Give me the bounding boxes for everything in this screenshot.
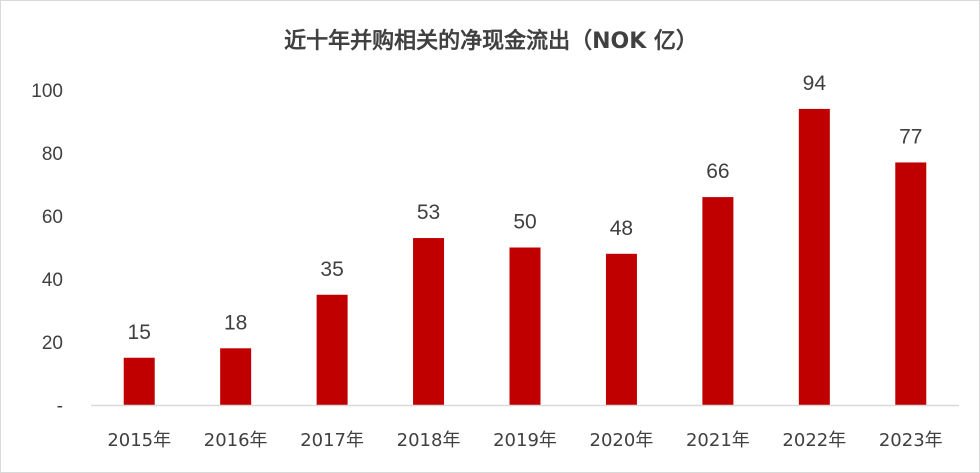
x-tick-label: 2023年 [879, 430, 943, 451]
data-label: 50 [513, 211, 536, 234]
x-tick-label: 2015年 [107, 430, 171, 451]
x-tick-label: 2018年 [397, 430, 461, 451]
data-label: 53 [417, 201, 440, 224]
y-tick-label: 60 [42, 207, 63, 228]
data-label: 35 [320, 258, 343, 281]
bar [702, 197, 734, 405]
y-tick-label: 80 [42, 144, 63, 165]
data-label: 77 [899, 125, 922, 148]
y-tick-label: 100 [31, 81, 63, 102]
bars-layer [123, 108, 927, 406]
x-tick-label: 2022年 [782, 430, 846, 451]
y-tick-label: 40 [42, 270, 63, 291]
x-tick-label: 2016年 [204, 430, 268, 451]
labels-layer: 15 18 35 53 50 48 66 94 77 [128, 72, 923, 344]
data-label: 94 [803, 72, 827, 95]
x-tick-label: 2020年 [590, 430, 654, 451]
bar [413, 238, 445, 405]
y-tick-label: 20 [42, 333, 63, 354]
data-label: 15 [128, 321, 151, 344]
y-tick-label: - [57, 396, 63, 417]
data-label: 66 [706, 160, 729, 183]
bar [316, 294, 348, 405]
x-tick-label: 2019年 [493, 430, 557, 451]
data-label: 48 [610, 217, 633, 240]
x-tick-label: 2021年 [686, 430, 750, 451]
bar [509, 247, 541, 405]
data-label: 18 [224, 311, 247, 334]
axis-layer: - 20 40 60 80 100 2015年 2016年 2017年 2018年 2019年 202… [31, 81, 959, 451]
bar [798, 108, 830, 406]
x-tick-label: 2017年 [300, 430, 364, 451]
bar [605, 253, 637, 405]
bar [220, 348, 252, 405]
bar [123, 357, 155, 405]
chart-title: 近十年并购相关的净现金流出（NOK 亿） [284, 29, 698, 54]
bar [895, 162, 927, 405]
